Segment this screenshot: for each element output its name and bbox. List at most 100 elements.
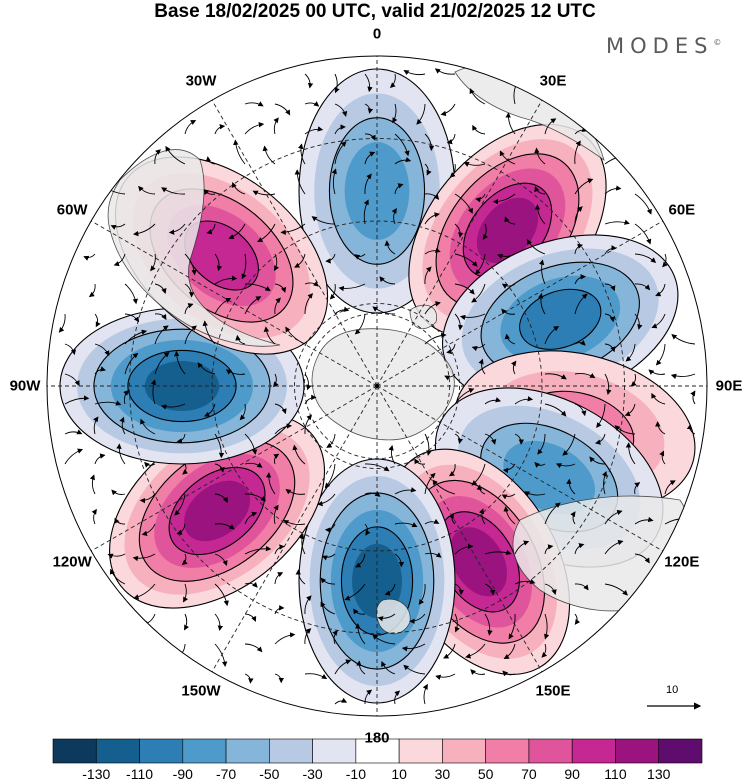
colorbar-tick-label: 10 (391, 766, 407, 782)
wind-arrow (139, 493, 156, 504)
wind-arrow (470, 669, 486, 675)
wind-arrow (474, 253, 486, 275)
wind-arrow (280, 223, 306, 235)
wind-arrow (634, 283, 651, 291)
wind-arrow (364, 103, 374, 114)
wind-arrow (604, 185, 622, 195)
wind-arrow (257, 223, 276, 243)
colorbar (52, 738, 703, 764)
wind-arrow (273, 373, 279, 388)
meridian-line (90, 220, 378, 387)
wind-arrow (304, 281, 319, 287)
wind-arrow (574, 372, 596, 379)
colorbar-tick-label: -70 (215, 766, 237, 782)
wind-arrow (174, 493, 186, 516)
meridian-line (211, 99, 378, 387)
wind-arrow (574, 543, 585, 555)
wind-arrow (244, 283, 271, 292)
wind-arrow (355, 623, 366, 645)
wind-arrow (544, 502, 561, 525)
wind-arrow (244, 121, 265, 135)
wind-arrow (274, 423, 293, 435)
wind-arrow (94, 400, 122, 406)
wind-arrow (364, 491, 381, 497)
wind-arrow (273, 504, 279, 525)
wind-arrow (338, 283, 366, 292)
wind-arrow (484, 583, 496, 596)
colorbar-tick-label: 110 (604, 766, 627, 782)
wind-arrow (331, 168, 337, 195)
wind-arrow (424, 332, 447, 345)
meridian-line (90, 385, 378, 552)
wind-arrow (454, 543, 474, 555)
wind-arrow (463, 162, 486, 167)
colorbar-swatch (528, 738, 573, 764)
wind-arrow (555, 463, 576, 469)
wind-arrow (133, 583, 156, 600)
wind-arrow (394, 553, 405, 568)
colorbar-swatch (485, 738, 530, 764)
wind-arrow (508, 613, 516, 640)
wind-arrow (416, 103, 426, 125)
wind-arrow (355, 553, 366, 568)
wind-arrow (394, 522, 418, 528)
wind-arrow (424, 212, 440, 225)
wind-arrow (184, 303, 194, 315)
colorbar-tick-label: 50 (477, 766, 494, 782)
colorbar-tick-label: -110 (126, 766, 154, 782)
wind-arrow (94, 313, 101, 328)
wind-arrow (273, 117, 279, 135)
wind-arrow (354, 253, 366, 260)
wind-arrow (604, 583, 628, 596)
wind-arrow (424, 301, 441, 315)
colorbar-swatch (139, 738, 184, 764)
wind-arrow (446, 133, 456, 145)
wind-arrow (471, 283, 486, 303)
colorbar-swatch (398, 738, 443, 764)
wind-arrow (262, 145, 276, 165)
wind-arrow (124, 352, 139, 375)
wind-arrow (424, 472, 436, 495)
wind-arrow (304, 101, 320, 107)
wind-arrow (154, 325, 169, 345)
wind-arrow (394, 157, 412, 165)
wind-arrow (304, 126, 324, 135)
wind-arrow (534, 186, 546, 195)
wind-arrow (294, 253, 306, 268)
wind-arrow (384, 583, 396, 596)
wind-arrow (403, 70, 426, 76)
wind-arrow (274, 632, 296, 645)
wind-arrow (138, 185, 156, 195)
wind-arrow (119, 416, 126, 435)
wind-arrow (604, 539, 624, 555)
longitude-label: 30W (185, 72, 217, 90)
wind-arrow (64, 448, 84, 465)
wind-arrow (197, 362, 216, 375)
wind-arrow (664, 480, 676, 495)
wind-arrow (384, 240, 396, 255)
wind-arrow (214, 643, 228, 667)
wind-arrow (332, 630, 338, 645)
wind-arrow (690, 390, 696, 405)
wind-arrow (203, 403, 216, 417)
wind-arrow (109, 568, 126, 585)
map-boundary (46, 55, 708, 717)
wind-arrow (634, 482, 641, 495)
wind-arrow (161, 187, 186, 195)
wind-arrow (424, 552, 442, 558)
south-pole-marker (375, 384, 379, 388)
wind-arrow (475, 193, 486, 203)
wind-arrow (634, 253, 657, 264)
wind-arrow (476, 484, 486, 495)
wind-arrow (484, 613, 493, 636)
wind-arrow (655, 421, 666, 435)
wind-arrow (574, 340, 586, 346)
longitude-label: 90E (715, 377, 743, 395)
wind-arrow (424, 193, 440, 200)
wind-arrow (298, 143, 306, 165)
wind-arrow (124, 329, 148, 345)
wind-arrow (401, 643, 426, 652)
colorbar-tick-label: -90 (172, 766, 193, 782)
wind-arrow (432, 479, 456, 495)
wind-arrow (514, 396, 534, 405)
